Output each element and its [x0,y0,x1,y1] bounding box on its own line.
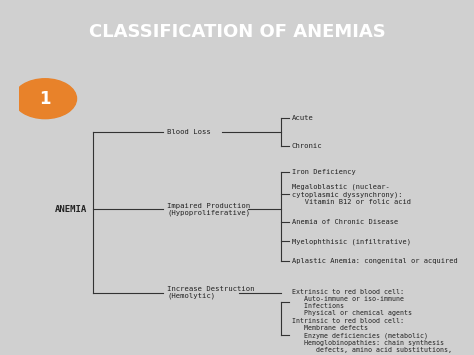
Text: Extrinsic to red blood cell:
   Auto-immune or iso-immune
   Infections
   Physi: Extrinsic to red blood cell: Auto-immune… [292,289,411,316]
Text: Anemia of Chronic Disease: Anemia of Chronic Disease [292,219,398,225]
Text: Myelophthisic (infiltrative): Myelophthisic (infiltrative) [292,238,410,245]
Text: Intrinsic to red blood cell:
   Membrane defects
   Enzyme deficiencies (metabol: Intrinsic to red blood cell: Membrane de… [292,318,452,353]
Text: Increase Destruction
(Hemolytic): Increase Destruction (Hemolytic) [167,286,255,299]
Text: Impaired Production
(Hypoproliferative): Impaired Production (Hypoproliferative) [167,203,250,216]
Circle shape [14,79,76,119]
Text: Aplastic Anemia: congenital or acquired: Aplastic Anemia: congenital or acquired [292,258,457,264]
Text: Blood Loss: Blood Loss [167,129,211,135]
Text: Chronic: Chronic [292,143,322,149]
Text: CLASSIFICATION OF ANEMIAS: CLASSIFICATION OF ANEMIAS [89,23,385,41]
Text: Iron Deficiency: Iron Deficiency [292,169,355,175]
Text: ANEMIA: ANEMIA [55,205,87,214]
Text: Megaloblastic (nuclear-
cytoplasmic dyssynchrony):
   Vitamin B12 or folic acid: Megaloblastic (nuclear- cytoplasmic dyss… [292,184,410,205]
Text: Acute: Acute [292,115,313,121]
Text: 1: 1 [39,90,51,108]
